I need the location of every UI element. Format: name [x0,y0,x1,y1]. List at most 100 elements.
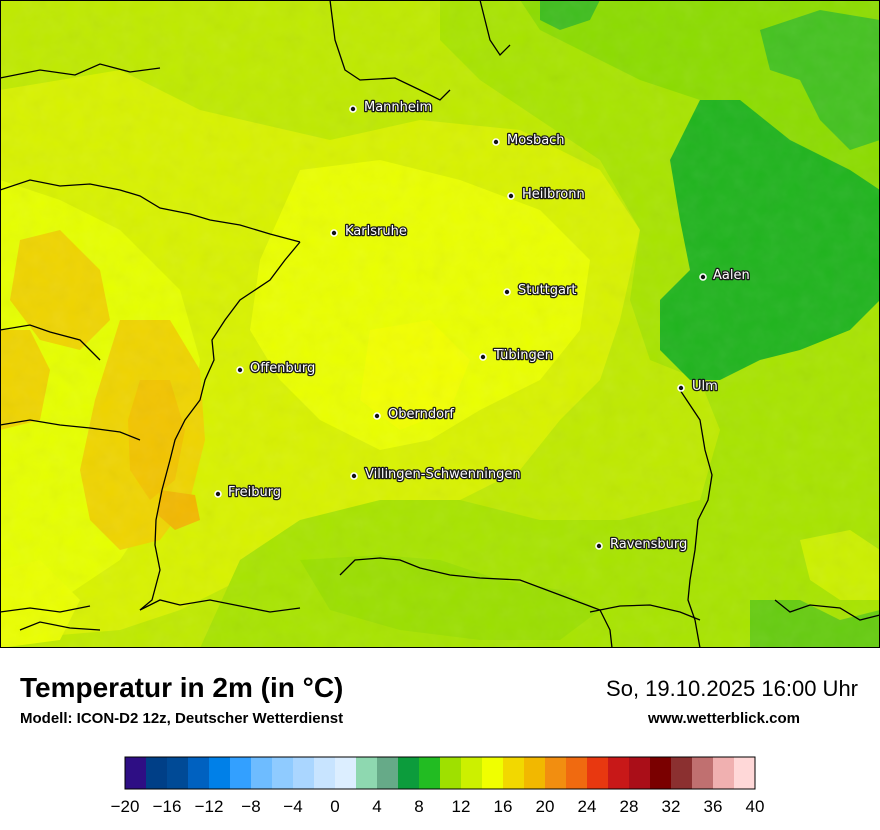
legend-swatch [335,757,357,789]
legend-swatch [146,757,168,789]
city-label: Freiburg [228,485,281,500]
city-dot [479,353,487,361]
legend-swatch [545,757,567,789]
legend-tick-label: 32 [662,797,681,816]
legend-tick-label: 8 [414,797,423,816]
legend-swatch [734,757,756,789]
border-line [774,599,880,621]
border-line [339,557,613,648]
legend-tick-label: −20 [111,797,140,816]
legend-ticks: −20 −16 −12 −8 −4 0 4 8 12 16 20 24 28 32 36 40 [111,797,765,816]
city-label: Villingen-Schwenningen [365,467,521,482]
city-label: Tübingen [493,348,553,363]
legend-tick-label: 24 [578,797,597,816]
website-link[interactable]: www.wetterblick.com [648,710,800,727]
border-line [479,0,511,57]
legend-tick-label: 40 [746,797,765,816]
border-line [19,621,101,631]
city-label: Ulm [692,379,718,394]
legend-swatch [293,757,315,789]
city-marker-villingen-schwenningen: Villingen-Schwenningen [350,466,522,483]
border-line [139,599,301,613]
legend-swatch [713,757,735,789]
city-dot [349,105,357,113]
legend-swatch [587,757,609,789]
city-label: Aalen [713,268,750,283]
city-marker-oberndorf: Oberndorf [373,406,456,423]
legend-swatch [398,757,420,789]
map-title: Temperatur in 2m (in °C) [20,672,344,703]
city-label: Ravensburg [610,537,687,552]
city-dot [503,288,511,296]
legend-tick-label: −8 [241,797,260,816]
city-marker-offenburg: Offenburg [236,360,317,377]
city-dot [330,229,338,237]
legend-swatch [440,757,462,789]
legend-swatch [419,757,441,789]
legend-tick-label: −16 [153,797,182,816]
border-line [679,389,713,648]
legend-swatch [524,757,546,789]
legend-swatch [629,757,651,789]
legend-swatch [209,757,231,789]
border-line [0,605,91,613]
border-line [589,604,701,621]
city-marker-karlsruhe: Karlsruhe [330,223,408,240]
city-dot [595,542,603,550]
border-line [329,0,451,101]
city-label: Oberndorf [388,407,454,422]
border-lines [0,0,880,648]
legend-swatch [671,757,693,789]
city-marker-freiburg: Freiburg [214,484,282,501]
city-marker-aalen: Aalen [699,267,751,284]
legend-swatch [692,757,714,789]
city-marker-heilbronn: Heilbronn [507,186,586,203]
legend-swatch [503,757,525,789]
legend-swatch [188,757,210,789]
legend-tick-label: 4 [372,797,381,816]
legend-tick-label: 0 [330,797,339,816]
legend-swatches [124,756,756,790]
legend-tick-label: −4 [283,797,302,816]
legend-swatch [377,757,399,789]
legend-swatch [125,757,147,789]
city-marker-ravensburg: Ravensburg [595,536,689,553]
city-label: Mosbach [507,133,565,148]
city-marker-tuebingen: Tübingen [479,347,554,364]
city-dot [677,384,685,392]
city-label: Karlsruhe [345,224,407,239]
legend-swatch [461,757,483,789]
city-dot [507,192,515,200]
legend-swatch [272,757,294,789]
legend-swatch [314,757,336,789]
legend-swatch [482,757,504,789]
city-marker-stuttgart: Stuttgart [503,282,578,299]
legend-tick-label: −12 [195,797,224,816]
legend-tick-label: 28 [620,797,639,816]
city-dot [350,472,358,480]
city-label: Heilbronn [522,187,585,202]
city-dot [214,490,222,498]
border-line [0,179,301,243]
border-line [0,63,161,79]
legend-tick-label: 16 [494,797,513,816]
city-marker-ulm: Ulm [677,378,719,395]
legend-swatch [356,757,378,789]
city-dot [492,138,500,146]
legend-swatch [167,757,189,789]
city-markers: Mannheim Mosbach Heilbronn Karlsruhe Aal… [214,99,751,553]
legend-tick-label: 12 [452,797,471,816]
model-subtitle: Modell: ICON-D2 12z, Deutscher Wetterdie… [20,710,344,727]
city-marker-mannheim: Mannheim [349,99,433,116]
map-texture [0,0,880,648]
forecast-datetime: So, 19.10.2025 16:00 Uhr [606,676,858,701]
border-line [0,324,101,361]
legend-swatch [608,757,630,789]
border-line [139,241,301,611]
temperature-map: Mannheim Mosbach Heilbronn Karlsruhe Aal… [0,0,880,648]
legend-swatch [566,757,588,789]
city-dot [236,366,244,374]
border-line [0,419,141,441]
legend-swatch [230,757,252,789]
legend-swatch [650,757,672,789]
